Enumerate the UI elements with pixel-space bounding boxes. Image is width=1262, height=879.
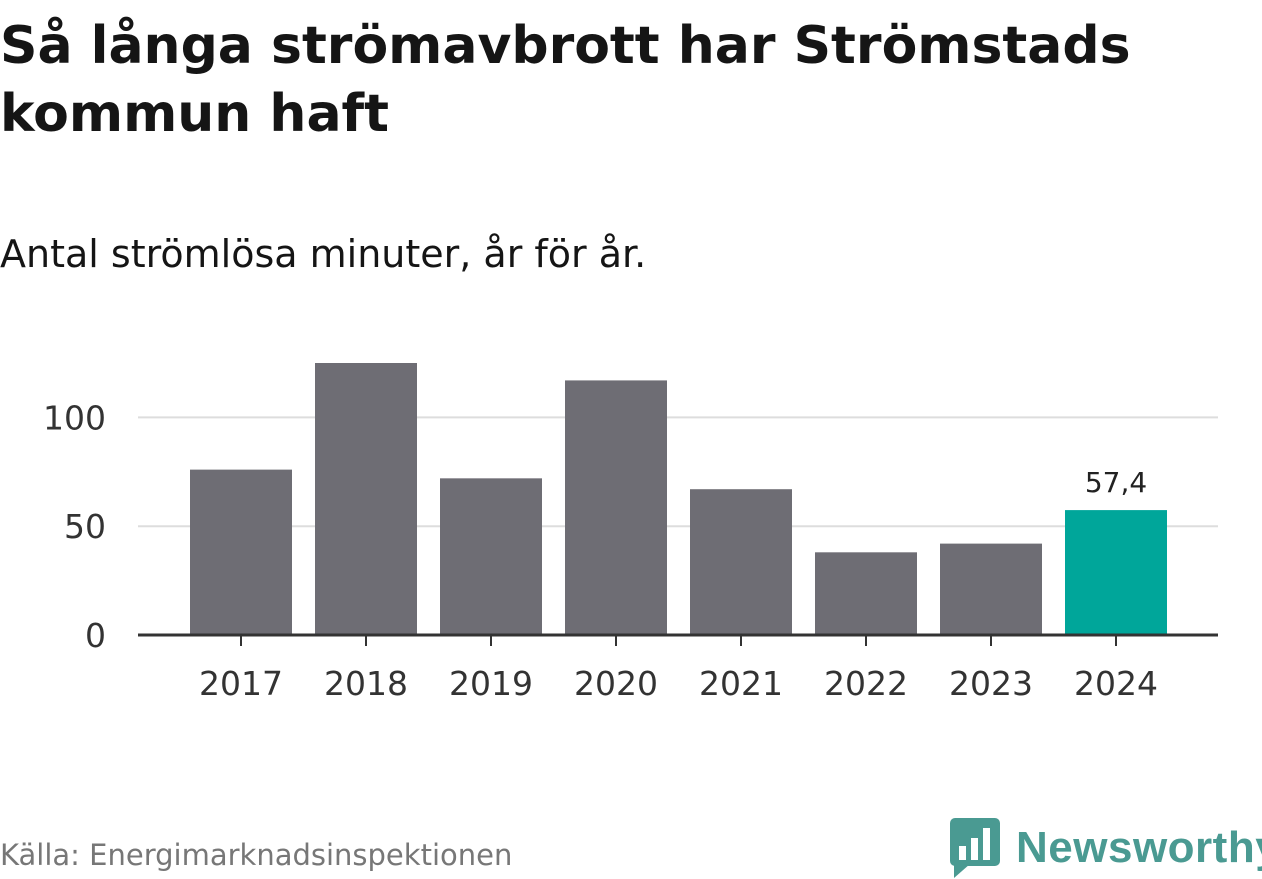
bar-2019 (440, 478, 542, 635)
bar-2022 (815, 552, 917, 635)
brand-name: Newsworthy (1016, 823, 1262, 872)
y-tick-label: 50 (64, 507, 106, 546)
x-tick-label: 2020 (574, 664, 658, 703)
bars (190, 363, 1167, 635)
brand-logo: Newsworthy (950, 818, 1262, 878)
chart-subtitle: Antal strömlösa minuter, år för år. (0, 232, 647, 276)
x-tick-label: 2021 (699, 664, 783, 703)
y-tick-label: 0 (85, 616, 106, 655)
labels: 0 50 100 2017 2018 2019 2020 2021 2022 2023 2024 57… (43, 398, 1158, 703)
bar-2017 (190, 469, 292, 635)
gridlines (138, 416, 1218, 528)
x-tick-label: 2018 (324, 664, 408, 703)
chart-title: Så långa strömavbrott har Strömstads kom… (0, 16, 1131, 144)
bar-2020 (565, 380, 667, 635)
axes (138, 633, 1218, 646)
x-tick-label: 2017 (199, 664, 283, 703)
x-tick-label: 2024 (1074, 664, 1158, 703)
bar-2021 (690, 489, 792, 635)
bar-2024 (1065, 510, 1167, 635)
x-tick-label: 2019 (449, 664, 533, 703)
y-tick-label: 100 (43, 398, 106, 437)
x-tick-label: 2022 (824, 664, 908, 703)
bar-2023 (940, 543, 1042, 635)
source-note: Källa: Energimarknadsinspektionen (0, 838, 513, 872)
bar-chart-speech-bubble-icon (950, 818, 1000, 878)
x-tick-label: 2023 (949, 664, 1033, 703)
bar-chart: 0 50 100 2017 2018 2019 2020 2021 2022 2023 2024 57… (43, 363, 1218, 703)
data-label-2024: 57,4 (1085, 466, 1147, 499)
bar-2018 (315, 363, 417, 635)
